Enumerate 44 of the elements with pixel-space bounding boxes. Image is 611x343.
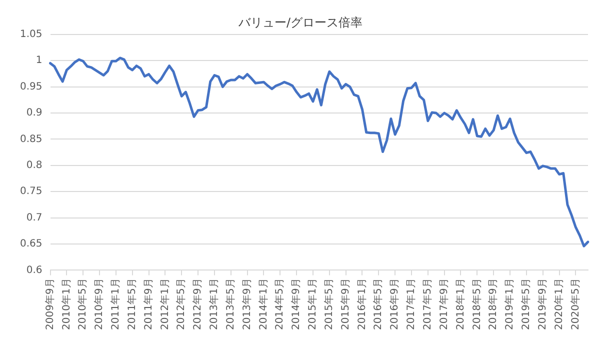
x-tick-label: 2011年1月 [110, 278, 122, 330]
y-tick-label: 0.95 [20, 81, 42, 92]
x-tick-label: 2010年9月 [93, 278, 106, 330]
y-tick-label: 1.05 [20, 28, 42, 40]
x-tick-label: 2017年5月 [422, 278, 434, 330]
y-tick-label: 0.7 [26, 212, 42, 224]
x-tick-label: 2013年5月 [224, 278, 236, 330]
x-tick-label: 2018年1月 [454, 278, 466, 330]
x-tick-label: 2019年9月 [536, 278, 548, 330]
x-tick-label: 2016年9月 [388, 278, 401, 330]
chart-title: バリュー/グロース倍率 [237, 15, 363, 30]
x-tick-label: 2014年5月 [274, 278, 286, 330]
x-tick-label: 2019年1月 [504, 278, 516, 330]
y-tick-label: 0.8 [26, 160, 42, 171]
x-tick-label: 2012年9月 [192, 278, 204, 330]
x-tick-label: 2012年5月 [175, 278, 188, 330]
x-tick-label: 2017年1月 [405, 278, 418, 330]
x-tick-label: 2018年5月 [470, 278, 483, 330]
x-tick-label: 2018年9月 [487, 278, 500, 330]
y-tick-label: 0.65 [20, 238, 42, 250]
x-tick-label: 2011年5月 [126, 278, 138, 330]
x-tick-label: 2012年1月 [158, 278, 171, 330]
x-tick-label: 2020年5月 [569, 278, 582, 330]
x-tick-label: 2019年5月 [520, 278, 532, 330]
x-tick-label: 2015年1月 [306, 278, 319, 330]
x-tick-label: 2017年9月 [438, 278, 450, 330]
x-tick-label: 2016年5月 [372, 278, 384, 330]
x-tick-label: 2010年1月 [60, 278, 72, 330]
x-tick-label: 2014年9月 [290, 278, 302, 330]
x-tick-label: 2013年9月 [240, 278, 253, 330]
y-tick-label: 1 [36, 55, 42, 66]
x-tick-label: 2015年5月 [322, 278, 335, 330]
x-tick-label: 2014年1月 [257, 278, 270, 330]
x-tick-label: 2016年1月 [356, 278, 368, 330]
y-tick-label: 0.6 [26, 264, 42, 276]
x-tick-label: 2015年9月 [339, 278, 352, 330]
y-tick-label: 0.75 [20, 186, 42, 198]
x-tick-label: 2020年1月 [552, 278, 565, 330]
x-tick-label: 2009年9月 [44, 278, 56, 330]
x-tick-label: 2011年9月 [142, 278, 154, 330]
y-tick-label: 0.85 [20, 134, 42, 145]
y-tick-label: 0.9 [26, 108, 42, 119]
x-tick-label: 2010年5月 [76, 278, 89, 330]
x-tick-label: 2013年1月 [208, 278, 220, 330]
